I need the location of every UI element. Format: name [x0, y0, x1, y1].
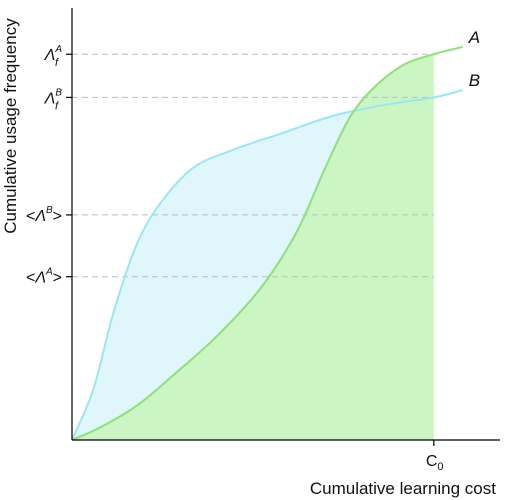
y-tick-label-mean_lambda_B: <ΛB> [26, 205, 62, 225]
series-line-b [71, 89, 464, 441]
area-under-curve-a [72, 54, 434, 440]
series-line-a [71, 45, 464, 441]
series-label-b: B [469, 71, 480, 90]
y-tick-label-mean_lambda_A: <ΛA> [26, 267, 62, 287]
y-axis-title: Cumulative usage frequency [1, 18, 20, 234]
y-tick-label-lambda_f_A: ΛA f [44, 44, 63, 69]
series-label-a: A [468, 28, 480, 47]
x-axis-title: Cumulative learning cost [310, 479, 496, 498]
x-tick-label-c0: C0 [426, 453, 444, 473]
y-tick-label-lambda_f_B: ΛB f [44, 87, 63, 112]
